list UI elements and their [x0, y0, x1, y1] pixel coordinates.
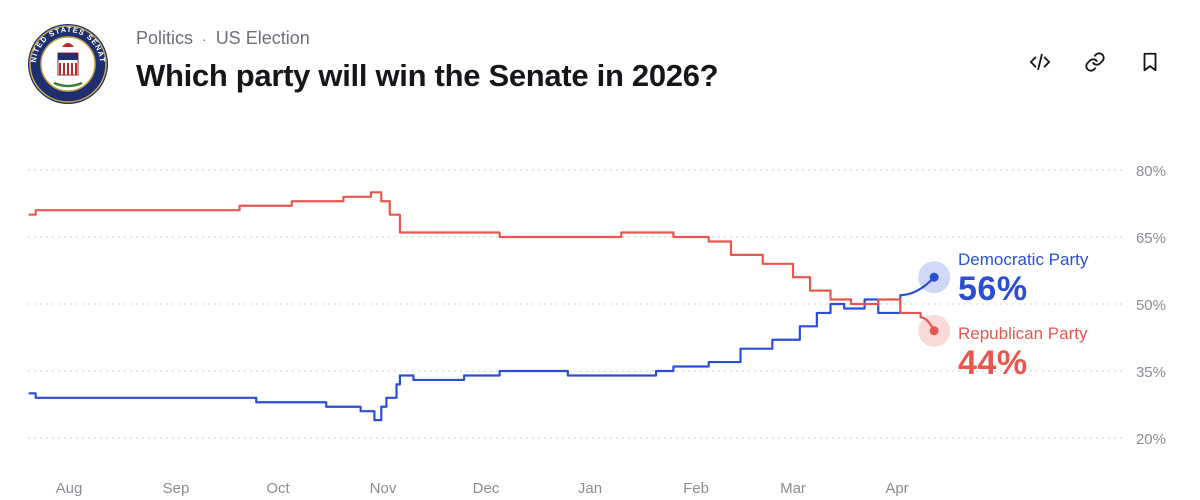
breadcrumb-separator: ·: [202, 30, 207, 47]
market-header: UNITED STATES SENATE Politics · US Elect…: [0, 0, 1200, 120]
x-tick-label: Feb: [683, 480, 709, 497]
x-tick-label: Nov: [370, 480, 397, 497]
breadcrumb-us-election[interactable]: US Election: [215, 28, 310, 48]
y-tick-label: 50%: [1136, 297, 1166, 314]
x-tick-label: Sep: [163, 480, 190, 497]
republican-end-point: [929, 326, 939, 336]
republican-series-name: Republican Party: [958, 324, 1088, 343]
x-tick-label: Oct: [266, 480, 290, 497]
y-tick-label: 20%: [1136, 431, 1166, 448]
page-title: Which party will win the Senate in 2026?: [136, 58, 719, 93]
republican-end-label: Republican Party 44%: [958, 324, 1087, 383]
embed-icon: [1029, 53, 1051, 71]
embed-button[interactable]: [1022, 46, 1058, 78]
series-lines: [28, 191, 936, 422]
bookmark-icon: [1143, 52, 1157, 72]
x-tick-label: Apr: [885, 480, 908, 497]
senate-seal-icon: UNITED STATES SENATE: [27, 23, 108, 104]
link-icon: [1085, 52, 1105, 72]
x-tick-label: Mar: [780, 480, 806, 497]
breadcrumb-politics[interactable]: Politics: [136, 28, 194, 48]
democratic-series-name: Democratic Party: [958, 250, 1089, 269]
x-tick-label: Dec: [473, 480, 500, 497]
y-tick-label: 65%: [1136, 230, 1166, 247]
x-tick-label: Jan: [578, 480, 602, 497]
republican-percentage: 44%: [958, 344, 1028, 382]
bookmark-button[interactable]: [1132, 46, 1168, 78]
democratic-end-label: Democratic Party 56%: [958, 250, 1088, 309]
democratic-end-point: [929, 272, 939, 282]
x-tick-label: Aug: [56, 480, 83, 497]
y-tick-label: 80%: [1136, 163, 1166, 180]
y-axis: 80% 65% 50% 35% 20%: [1136, 163, 1166, 448]
end-markers: [918, 261, 951, 347]
democratic-line: [28, 276, 935, 422]
breadcrumb: Politics · US Election: [136, 28, 310, 49]
republican-line: [28, 191, 936, 332]
probability-chart: 80% 65% 50% 35% 20% Aug Sep Oct Nov Dec Jan Feb Mar…: [28, 163, 1166, 497]
toolbar: [1022, 46, 1168, 78]
copy-link-button[interactable]: [1077, 46, 1113, 78]
democratic-percentage: 56%: [958, 270, 1028, 308]
y-tick-label: 35%: [1136, 364, 1166, 381]
x-axis: Aug Sep Oct Nov Dec Jan Feb Mar Apr: [56, 480, 909, 497]
